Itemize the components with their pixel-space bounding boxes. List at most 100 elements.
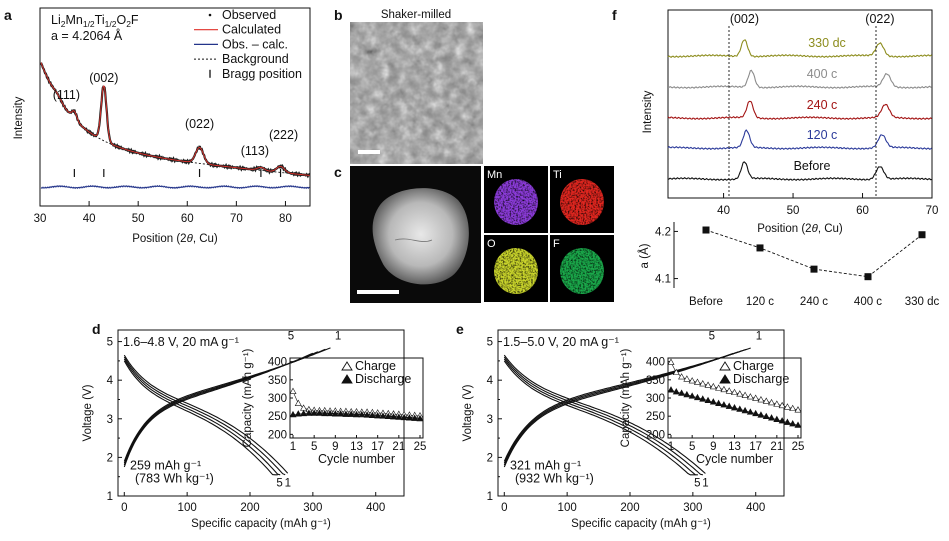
eds-map-label-bg bbox=[485, 167, 504, 181]
pattern-label: 400 c bbox=[807, 67, 838, 81]
inset-xlabel: Cycle number bbox=[696, 452, 773, 466]
discharge-point bbox=[672, 388, 680, 395]
stem-particle bbox=[372, 188, 469, 285]
charge-point bbox=[783, 403, 791, 410]
charge-point bbox=[741, 391, 749, 398]
inset-ytick-label: 250 bbox=[268, 411, 287, 423]
charge-point bbox=[773, 400, 781, 407]
charge-curve bbox=[123, 352, 314, 468]
panel-c-scale-bar bbox=[357, 290, 399, 294]
inset-xtick-label: 21 bbox=[392, 441, 405, 453]
charge-point bbox=[768, 398, 776, 406]
legend-entry: Bragg position bbox=[222, 67, 302, 81]
lattice-point bbox=[864, 273, 872, 281]
panel-a-xtick-label: 60 bbox=[181, 213, 194, 225]
charge-point bbox=[789, 404, 797, 412]
charge-point bbox=[688, 377, 696, 384]
cycling-xtick-label: 400 bbox=[746, 502, 765, 514]
discharge-point bbox=[368, 411, 376, 418]
eds-signal-texture bbox=[494, 179, 538, 225]
panel-f-ylabel: Intensity bbox=[642, 90, 654, 133]
charge-point bbox=[709, 382, 717, 390]
lattice-category-label: Before bbox=[689, 296, 723, 308]
discharge-point bbox=[752, 409, 760, 417]
cycling-ytick-label: 2 bbox=[107, 452, 113, 464]
inset-ytick-label: 350 bbox=[646, 375, 665, 387]
discharge-point bbox=[678, 389, 686, 396]
panel-a-ylabel: Intensity bbox=[13, 96, 25, 139]
charge-cycle-1-label: 1 bbox=[335, 331, 341, 343]
inset-ytick-label: 300 bbox=[268, 393, 287, 405]
peak-label: (022) bbox=[185, 117, 214, 131]
inset-xtick-label: 1 bbox=[290, 441, 296, 453]
inset-xtick-label: 5 bbox=[311, 441, 317, 453]
lattice-point bbox=[810, 265, 818, 273]
discharge-point bbox=[699, 395, 707, 402]
inset-xtick-label: 25 bbox=[792, 441, 805, 453]
cycling-xtick-label: 200 bbox=[240, 502, 259, 514]
discharge-point bbox=[411, 414, 419, 421]
peak-label: (113) bbox=[241, 144, 269, 158]
eds-signal-mn bbox=[494, 179, 538, 225]
discharge-point bbox=[720, 401, 728, 408]
panel-f-peak-label: (002) bbox=[730, 12, 759, 26]
eds-map-label: F bbox=[553, 238, 560, 250]
discharge-curve bbox=[123, 360, 278, 476]
inset-legend-label: Discharge bbox=[355, 372, 411, 386]
inset-xtick-label: 13 bbox=[350, 441, 363, 453]
panel-e-voltage-profiles: 0 100 200 300 400 1 2 3 4 5 Voltage (V) Specific ca… bbox=[462, 329, 804, 530]
inset-ytick-label: 300 bbox=[646, 393, 665, 405]
discharge-point bbox=[667, 386, 675, 393]
peak-label: (002) bbox=[89, 71, 118, 85]
inset-xtick-label: 9 bbox=[710, 441, 716, 453]
pattern-label: 330 dc bbox=[808, 36, 846, 50]
charge-point bbox=[762, 397, 770, 404]
inset-ylabel: Capacity (mAh g⁻¹) bbox=[620, 348, 632, 447]
inset-xlabel: Cycle number bbox=[318, 452, 395, 466]
legend-entry: Calculated bbox=[222, 23, 281, 37]
lattice-point bbox=[702, 226, 710, 234]
inset-xtick-label: 17 bbox=[749, 441, 762, 453]
panel-a-xtick-label: 70 bbox=[230, 213, 243, 225]
discharge-point bbox=[405, 414, 413, 421]
discharge-point bbox=[294, 410, 302, 417]
lattice-parameter: a = 4.2064 Å bbox=[51, 28, 123, 43]
discharge-point bbox=[725, 402, 733, 409]
panel-f-letter: f bbox=[612, 7, 617, 23]
voltage-curves bbox=[123, 347, 331, 476]
discharge-point bbox=[352, 410, 361, 418]
discharge-curve bbox=[503, 356, 704, 476]
panel-a-letter: a bbox=[4, 7, 12, 23]
eds-map-label: Mn bbox=[487, 169, 502, 181]
inset-ytick-label: 250 bbox=[646, 411, 665, 423]
panel-e-letter: e bbox=[456, 321, 464, 337]
xrd-pattern bbox=[667, 100, 932, 120]
capacity-inset: 200 250 300 350 400 1 5 9 13 17 21 25 Cycle number Ca… bbox=[620, 348, 804, 466]
cycling-xtick-label: 200 bbox=[620, 502, 639, 514]
discharge-point bbox=[730, 404, 739, 411]
inset-legend-label: Charge bbox=[733, 359, 774, 373]
discharge-point bbox=[789, 420, 797, 427]
charge-cycle-5-label: 5 bbox=[709, 331, 715, 343]
discharge-point bbox=[416, 414, 424, 422]
cycling-condition: 1.5–5.0 V, 20 mA g⁻¹ bbox=[503, 335, 619, 349]
discharge-point bbox=[379, 412, 387, 419]
discharge-point bbox=[683, 390, 691, 398]
xrd-pattern bbox=[667, 129, 933, 150]
lattice-category-label: 120 c bbox=[746, 296, 774, 308]
panel-d-letter: d bbox=[92, 321, 101, 337]
charge-point bbox=[678, 373, 686, 380]
charge-point bbox=[778, 401, 786, 409]
discharge-point bbox=[395, 413, 403, 420]
discharge-point bbox=[342, 410, 350, 417]
inset-xtick-label: 1 bbox=[668, 441, 674, 453]
panel-f-ex-situ-xrd: 40 50 60 70 330 dc 400 c 240 c 120 c Before (002… bbox=[638, 9, 940, 308]
panel-f-xtick-label: 40 bbox=[717, 205, 730, 217]
discharge-point bbox=[390, 413, 398, 420]
discharge-cycle-1-label: 1 bbox=[702, 477, 708, 489]
charge-point bbox=[683, 375, 691, 382]
legend-entry: Background bbox=[222, 52, 289, 66]
panel-a-xrd-refinement: 30 40 50 60 70 80 (111) (002) (022) (113)(222) L… bbox=[13, 7, 311, 245]
